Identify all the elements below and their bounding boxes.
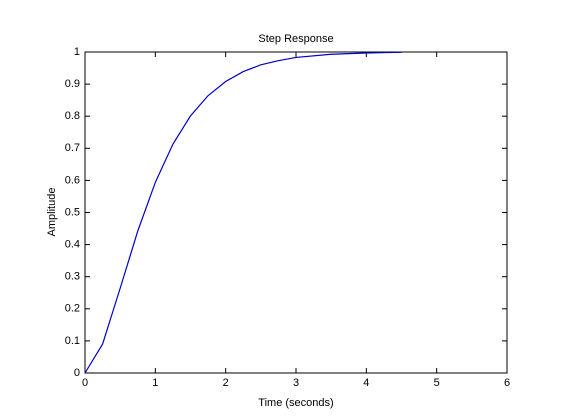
y-tick-label: 1 [74,46,80,58]
y-axis-label: Amplitude [46,188,58,237]
y-tick-label: 0.9 [65,78,80,90]
x-tick-label: 5 [434,377,440,389]
y-tick-label: 0.2 [65,303,80,315]
line-series [84,51,402,374]
y-tick-label: 0.6 [65,174,80,186]
x-tick-label: 1 [152,377,158,389]
x-tick-label: 0 [82,377,88,389]
y-tick-label: 0.8 [65,110,80,122]
chart-title: Step Response [258,33,333,45]
y-tick-label: 0.1 [65,335,80,347]
x-tick-label: 2 [223,377,229,389]
y-tick-label: 0 [74,367,80,379]
x-axis-label: Time (seconds) [258,397,333,409]
x-tick-label: 6 [504,377,510,389]
y-tick-label: 0.5 [65,206,80,218]
y-tick-label: 0.7 [65,142,80,154]
y-tick-label: 0.4 [65,239,80,251]
plot-frame [84,51,508,374]
y-tick-label: 0.3 [65,271,80,283]
x-tick-label: 4 [363,377,369,389]
x-tick-label: 3 [293,377,299,389]
